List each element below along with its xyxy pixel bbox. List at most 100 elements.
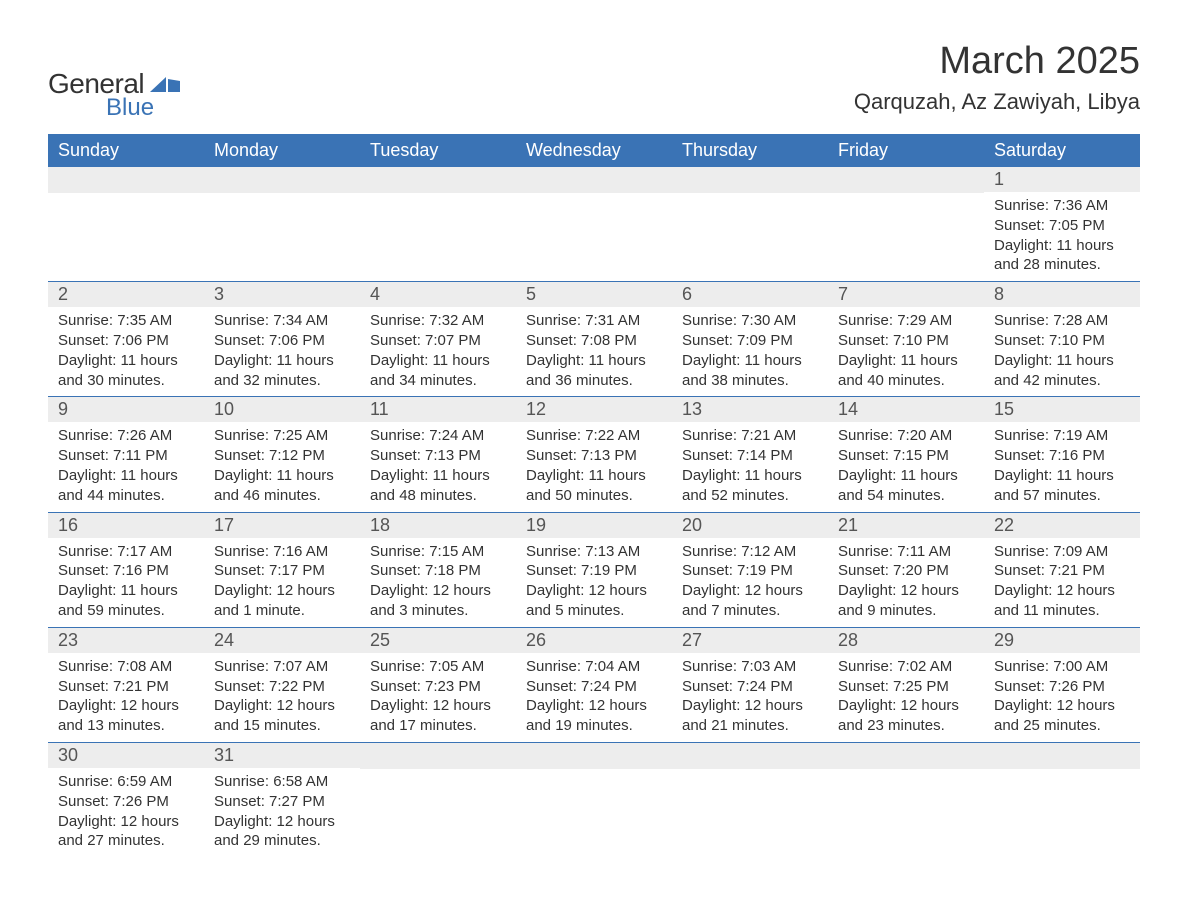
sunset-text: Sunset: 7:23 PM xyxy=(370,677,506,697)
day-number: 2 xyxy=(48,282,204,307)
sunset-text: Sunset: 7:27 PM xyxy=(214,792,350,812)
calendar-day: 9Sunrise: 7:26 AMSunset: 7:11 PMDaylight… xyxy=(48,397,204,511)
sunrise-text: Sunrise: 7:15 AM xyxy=(370,542,506,562)
sunrise-text: Sunrise: 7:09 AM xyxy=(994,542,1130,562)
sunrise-text: Sunrise: 7:11 AM xyxy=(838,542,974,562)
day-details: Sunrise: 7:03 AMSunset: 7:24 PMDaylight:… xyxy=(672,653,828,742)
day-details: Sunrise: 7:26 AMSunset: 7:11 PMDaylight:… xyxy=(48,422,204,511)
logo: General Blue xyxy=(48,68,180,122)
calendar-day: 5Sunrise: 7:31 AMSunset: 7:08 PMDaylight… xyxy=(516,282,672,396)
sunset-text: Sunset: 7:08 PM xyxy=(526,331,662,351)
calendar-day: 15Sunrise: 7:19 AMSunset: 7:16 PMDayligh… xyxy=(984,397,1140,511)
calendar-day: 12Sunrise: 7:22 AMSunset: 7:13 PMDayligh… xyxy=(516,397,672,511)
calendar-day: 31Sunrise: 6:58 AMSunset: 7:27 PMDayligh… xyxy=(204,743,360,857)
sunset-text: Sunset: 7:24 PM xyxy=(526,677,662,697)
sunset-text: Sunset: 7:18 PM xyxy=(370,561,506,581)
calendar: SundayMondayTuesdayWednesdayThursdayFrid… xyxy=(48,134,1140,857)
daylight-text: Daylight: 11 hours and 38 minutes. xyxy=(682,351,818,391)
day-details: Sunrise: 7:17 AMSunset: 7:16 PMDaylight:… xyxy=(48,538,204,627)
sunset-text: Sunset: 7:10 PM xyxy=(994,331,1130,351)
daylight-text: Daylight: 11 hours and 59 minutes. xyxy=(58,581,194,621)
calendar-day xyxy=(360,167,516,281)
day-details: Sunrise: 6:58 AMSunset: 7:27 PMDaylight:… xyxy=(204,768,360,857)
daylight-text: Daylight: 11 hours and 48 minutes. xyxy=(370,466,506,506)
calendar-day: 3Sunrise: 7:34 AMSunset: 7:06 PMDaylight… xyxy=(204,282,360,396)
day-number: 16 xyxy=(48,513,204,538)
sunrise-text: Sunrise: 7:03 AM xyxy=(682,657,818,677)
calendar-day: 16Sunrise: 7:17 AMSunset: 7:16 PMDayligh… xyxy=(48,513,204,627)
sunset-text: Sunset: 7:10 PM xyxy=(838,331,974,351)
sunrise-text: Sunrise: 7:13 AM xyxy=(526,542,662,562)
day-details: Sunrise: 7:34 AMSunset: 7:06 PMDaylight:… xyxy=(204,307,360,396)
day-details: Sunrise: 7:32 AMSunset: 7:07 PMDaylight:… xyxy=(360,307,516,396)
calendar-day xyxy=(48,167,204,281)
daylight-text: Daylight: 12 hours and 27 minutes. xyxy=(58,812,194,852)
day-details: Sunrise: 7:12 AMSunset: 7:19 PMDaylight:… xyxy=(672,538,828,627)
daylight-text: Daylight: 11 hours and 28 minutes. xyxy=(994,236,1130,276)
day-number: 12 xyxy=(516,397,672,422)
day-number xyxy=(672,167,828,193)
sunset-text: Sunset: 7:13 PM xyxy=(370,446,506,466)
sunrise-text: Sunrise: 7:29 AM xyxy=(838,311,974,331)
day-details: Sunrise: 7:02 AMSunset: 7:25 PMDaylight:… xyxy=(828,653,984,742)
calendar-day: 8Sunrise: 7:28 AMSunset: 7:10 PMDaylight… xyxy=(984,282,1140,396)
calendar-week: 23Sunrise: 7:08 AMSunset: 7:21 PMDayligh… xyxy=(48,628,1140,743)
sunset-text: Sunset: 7:19 PM xyxy=(526,561,662,581)
calendar-day xyxy=(828,743,984,857)
day-number: 21 xyxy=(828,513,984,538)
header: General Blue March 2025 Qarquzah, Az Zaw… xyxy=(48,40,1140,122)
calendar-day: 10Sunrise: 7:25 AMSunset: 7:12 PMDayligh… xyxy=(204,397,360,511)
weekday-header: Thursday xyxy=(672,134,828,167)
calendar-day: 28Sunrise: 7:02 AMSunset: 7:25 PMDayligh… xyxy=(828,628,984,742)
sunrise-text: Sunrise: 7:32 AM xyxy=(370,311,506,331)
sunrise-text: Sunrise: 7:30 AM xyxy=(682,311,818,331)
sunrise-text: Sunrise: 7:17 AM xyxy=(58,542,194,562)
daylight-text: Daylight: 11 hours and 34 minutes. xyxy=(370,351,506,391)
day-number: 18 xyxy=(360,513,516,538)
page-title: March 2025 xyxy=(854,40,1140,83)
day-number: 15 xyxy=(984,397,1140,422)
sunset-text: Sunset: 7:25 PM xyxy=(838,677,974,697)
sunrise-text: Sunrise: 7:04 AM xyxy=(526,657,662,677)
daylight-text: Daylight: 12 hours and 3 minutes. xyxy=(370,581,506,621)
day-number xyxy=(984,743,1140,769)
day-number: 19 xyxy=(516,513,672,538)
sunrise-text: Sunrise: 7:05 AM xyxy=(370,657,506,677)
day-details: Sunrise: 7:29 AMSunset: 7:10 PMDaylight:… xyxy=(828,307,984,396)
day-details: Sunrise: 7:08 AMSunset: 7:21 PMDaylight:… xyxy=(48,653,204,742)
daylight-text: Daylight: 12 hours and 1 minute. xyxy=(214,581,350,621)
day-number: 26 xyxy=(516,628,672,653)
sunrise-text: Sunrise: 6:58 AM xyxy=(214,772,350,792)
sunset-text: Sunset: 7:17 PM xyxy=(214,561,350,581)
sunset-text: Sunset: 7:11 PM xyxy=(58,446,194,466)
sunrise-text: Sunrise: 7:24 AM xyxy=(370,426,506,446)
calendar-day: 2Sunrise: 7:35 AMSunset: 7:06 PMDaylight… xyxy=(48,282,204,396)
calendar-day: 20Sunrise: 7:12 AMSunset: 7:19 PMDayligh… xyxy=(672,513,828,627)
day-details: Sunrise: 7:21 AMSunset: 7:14 PMDaylight:… xyxy=(672,422,828,511)
sunrise-text: Sunrise: 7:31 AM xyxy=(526,311,662,331)
calendar-day: 7Sunrise: 7:29 AMSunset: 7:10 PMDaylight… xyxy=(828,282,984,396)
day-details: Sunrise: 7:35 AMSunset: 7:06 PMDaylight:… xyxy=(48,307,204,396)
title-block: March 2025 Qarquzah, Az Zawiyah, Libya xyxy=(854,40,1140,115)
weekday-header: Friday xyxy=(828,134,984,167)
weekday-header: Sunday xyxy=(48,134,204,167)
sunrise-text: Sunrise: 7:35 AM xyxy=(58,311,194,331)
day-number xyxy=(516,743,672,769)
sunrise-text: Sunrise: 7:25 AM xyxy=(214,426,350,446)
daylight-text: Daylight: 11 hours and 57 minutes. xyxy=(994,466,1130,506)
calendar-day: 18 Sunrise: 7:15 AMSunset: 7:18 PMDayligh… xyxy=(360,513,516,627)
day-number xyxy=(360,167,516,193)
daylight-text: Daylight: 11 hours and 30 minutes. xyxy=(58,351,194,391)
sunrise-text: Sunrise: 7:20 AM xyxy=(838,426,974,446)
day-number: 24 xyxy=(204,628,360,653)
sunset-text: Sunset: 7:26 PM xyxy=(994,677,1130,697)
calendar-week: 9Sunrise: 7:26 AMSunset: 7:11 PMDaylight… xyxy=(48,397,1140,512)
sunset-text: Sunset: 7:15 PM xyxy=(838,446,974,466)
day-number: 29 xyxy=(984,628,1140,653)
day-number: 27 xyxy=(672,628,828,653)
sunrise-text: Sunrise: 7:36 AM xyxy=(994,196,1130,216)
sunrise-text: Sunrise: 7:28 AM xyxy=(994,311,1130,331)
sunset-text: Sunset: 7:21 PM xyxy=(58,677,194,697)
day-number xyxy=(828,167,984,193)
sunset-text: Sunset: 7:19 PM xyxy=(682,561,818,581)
